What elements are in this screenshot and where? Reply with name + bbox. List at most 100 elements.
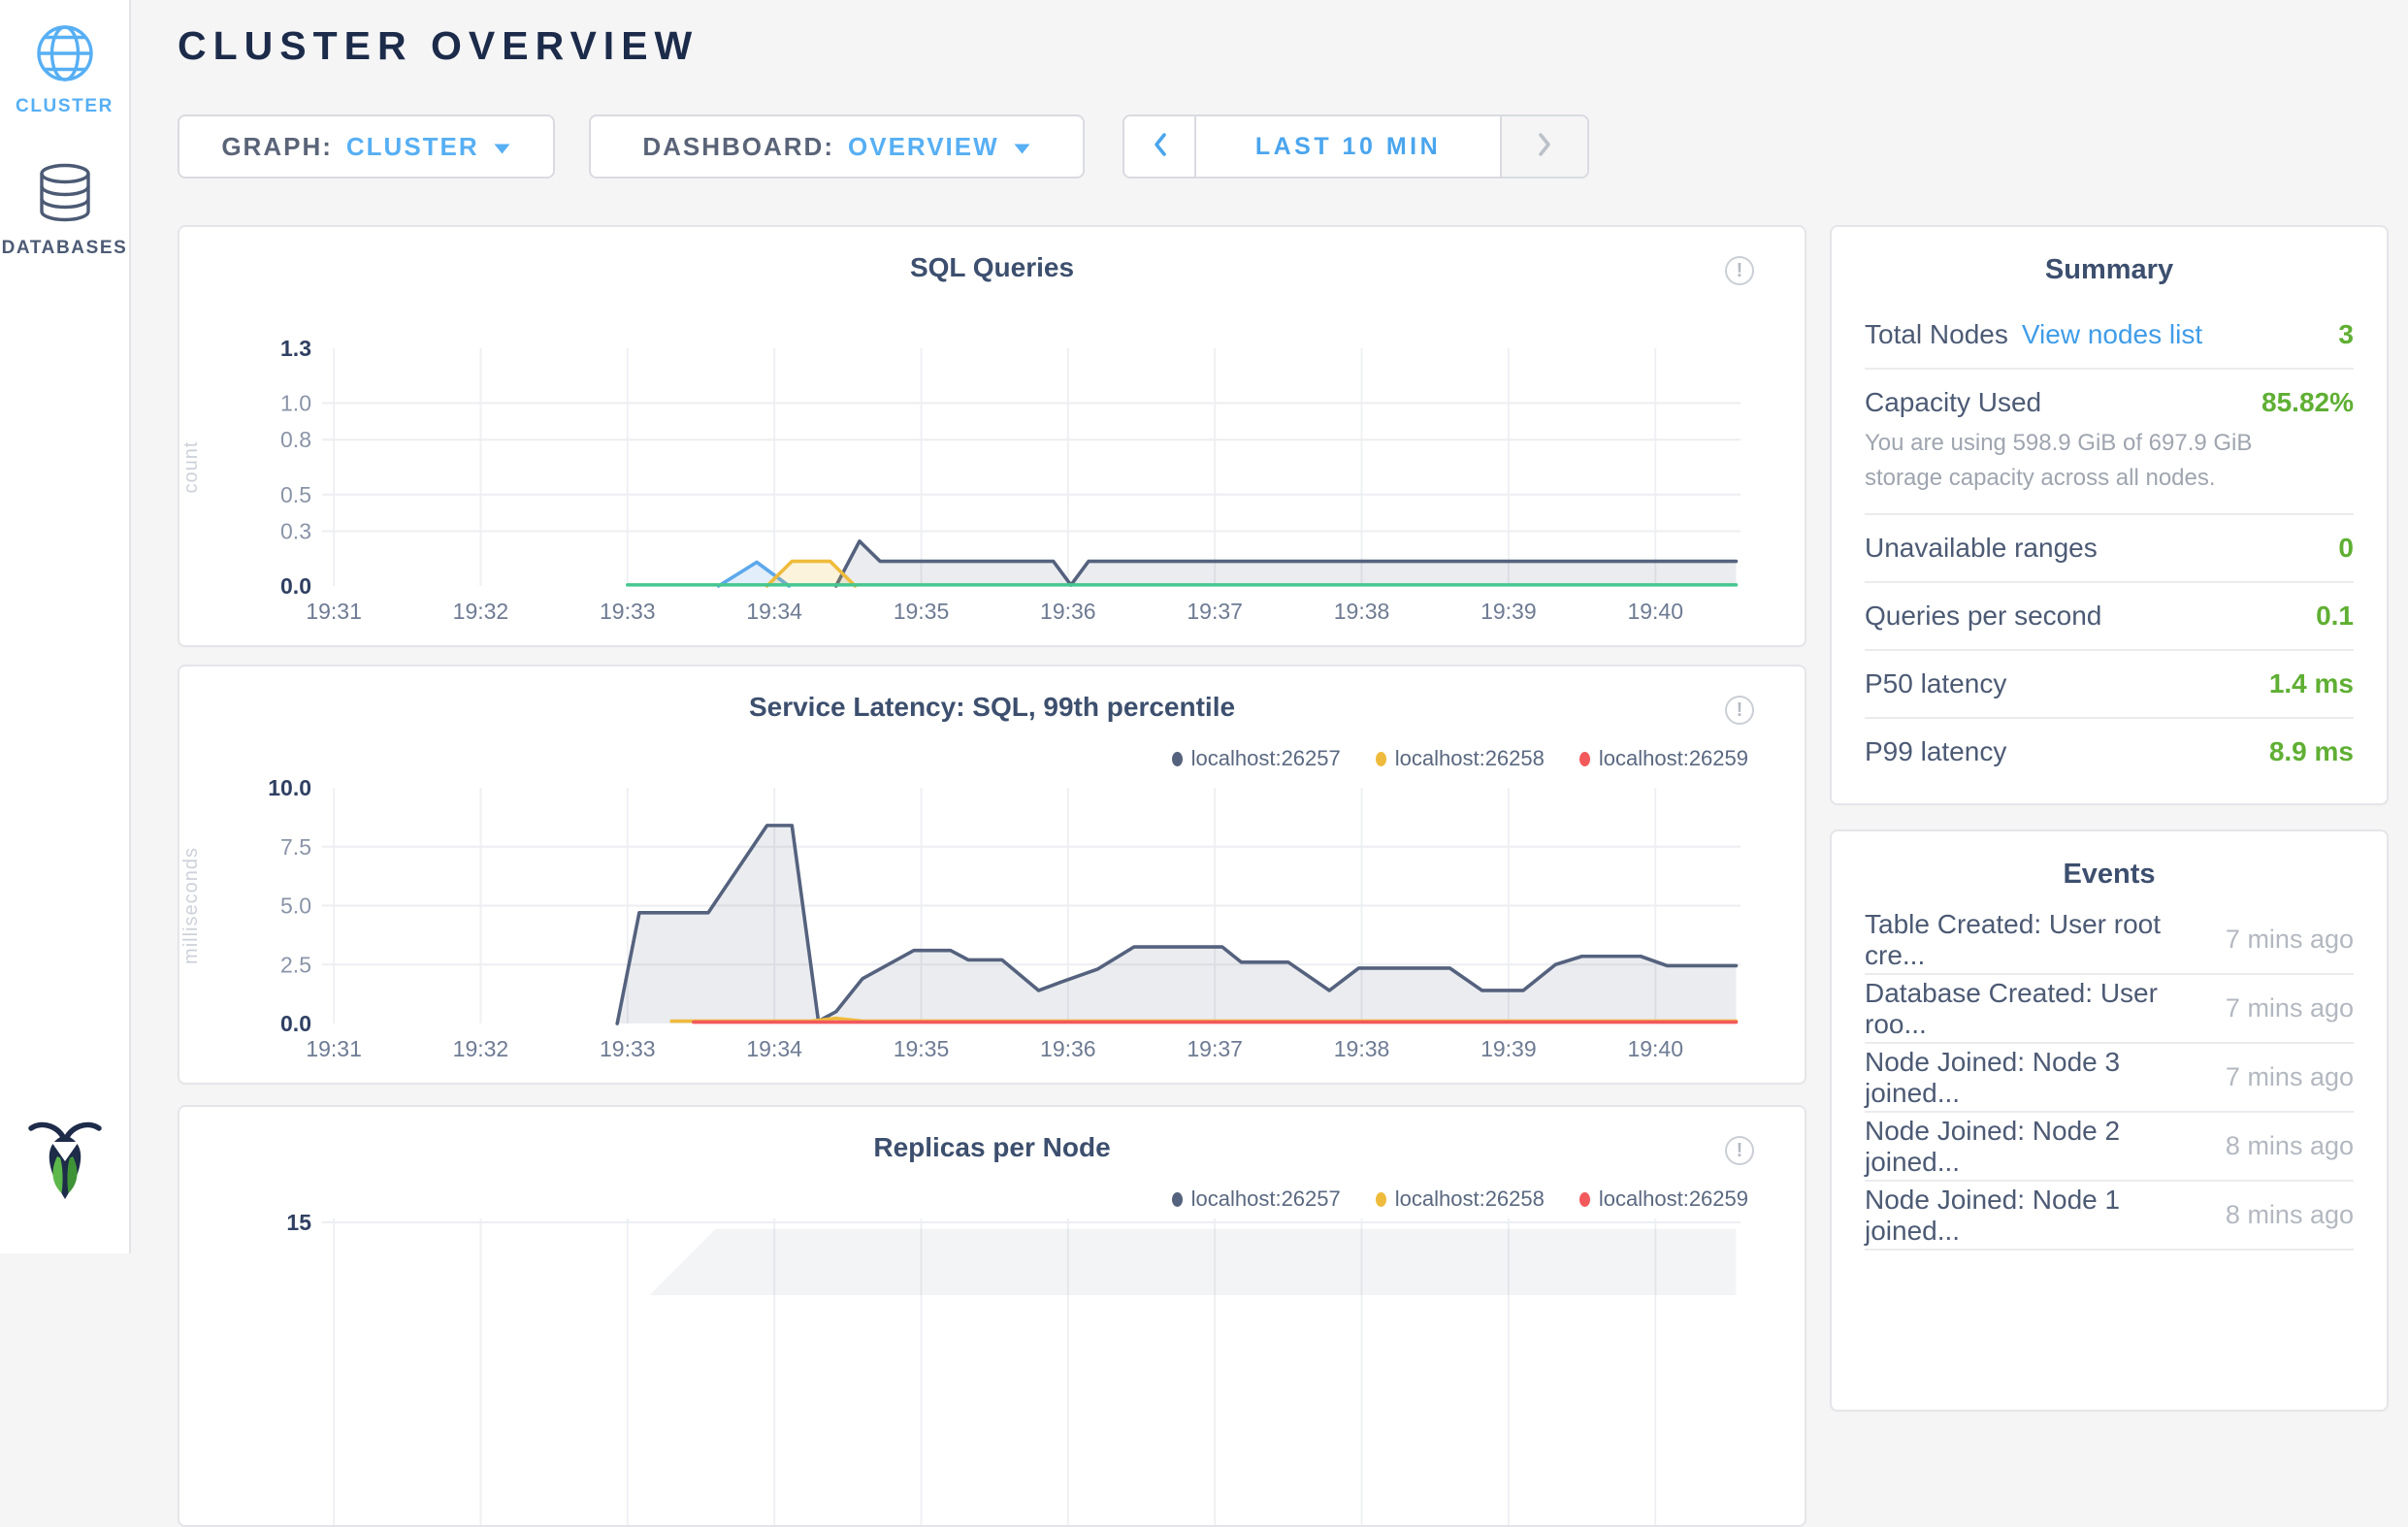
summary-row-label: Queries per second <box>1865 601 2101 632</box>
svg-text:milliseconds: milliseconds <box>180 847 202 964</box>
database-icon <box>37 163 93 230</box>
svg-text:15: 15 <box>286 1210 311 1235</box>
replicas-per-node-chart-card: Replicas per Node ! localhost:26257local… <box>178 1105 1806 1527</box>
summary-row: P99 latency 8.9 ms <box>1865 719 2354 785</box>
event-time: 7 mins ago <box>2210 993 2354 1023</box>
summary-row-value: 3 <box>2338 319 2354 350</box>
dashboard-dropdown-value: OVERVIEW <box>848 132 999 162</box>
event-time: 8 mins ago <box>2210 1200 2354 1230</box>
svg-text:19:33: 19:33 <box>600 1036 656 1061</box>
time-prev-button[interactable] <box>1124 116 1196 177</box>
summary-row-description: You are using 598.9 GiB of 697.9 GiB sto… <box>1865 426 2321 496</box>
summary-row: Unavailable ranges 0 <box>1865 515 2354 583</box>
summary-row: Queries per second 0.1 <box>1865 583 2354 651</box>
summary-row: Total NodesView nodes list3 <box>1865 302 2354 370</box>
replicas-per-node-plot[interactable]: 19:3119:3219:3319:3419:3519:3619:3719:38… <box>179 1107 1805 1525</box>
summary-row-label: Unavailable ranges <box>1865 533 2098 564</box>
summary-row-label: P99 latency <box>1865 736 2006 767</box>
svg-text:19:36: 19:36 <box>1040 1036 1096 1061</box>
summary-row-label: Capacity Used <box>1865 387 2041 418</box>
svg-text:2.5: 2.5 <box>280 952 311 977</box>
svg-text:19:35: 19:35 <box>894 599 950 624</box>
cockroachdb-logo-icon <box>27 1116 103 1203</box>
sidebar-item-label: CLUSTER <box>0 96 129 117</box>
summary-row-value: 0.1 <box>2316 601 2354 632</box>
svg-text:19:36: 19:36 <box>1040 599 1096 624</box>
svg-text:0.3: 0.3 <box>280 518 311 543</box>
svg-text:19:40: 19:40 <box>1627 599 1683 624</box>
event-title: Table Created: User root cre... <box>1865 909 2210 971</box>
summary-row-value: 8.9 ms <box>2269 736 2354 767</box>
event-row: Node Joined: Node 2 joined...8 mins ago <box>1865 1113 2354 1182</box>
event-title: Node Joined: Node 3 joined... <box>1865 1047 2210 1109</box>
events-panel: Events Table Created: User root cre...7 … <box>1830 829 2389 1412</box>
globe-icon <box>35 23 95 88</box>
summary-row-value: 0 <box>2338 533 2354 564</box>
svg-text:19:31: 19:31 <box>306 599 362 624</box>
svg-text:19:32: 19:32 <box>453 599 509 624</box>
event-title: Node Joined: Node 2 joined... <box>1865 1116 2210 1178</box>
chevron-down-icon <box>1013 132 1031 162</box>
summary-rows: Total NodesView nodes list3Capacity Used… <box>1865 302 2354 785</box>
svg-text:1.3: 1.3 <box>280 336 311 361</box>
sidebar-item-label: DATABASES <box>0 238 129 259</box>
svg-text:1.0: 1.0 <box>280 391 311 416</box>
event-time: 8 mins ago <box>2210 1131 2354 1161</box>
summary-row-value: 1.4 ms <box>2269 668 2354 699</box>
svg-text:0.0: 0.0 <box>280 573 311 599</box>
sidebar-item-cluster[interactable]: CLUSTER <box>0 23 129 117</box>
svg-text:19:35: 19:35 <box>894 1036 950 1061</box>
dashboard-dropdown[interactable]: DASHBOARD: OVERVIEW <box>589 114 1085 179</box>
service-latency-chart-card: Service Latency: SQL, 99th percentile ! … <box>178 665 1806 1085</box>
summary-row-value: 85.82% <box>2262 387 2354 418</box>
summary-row: P50 latency 1.4 ms <box>1865 651 2354 719</box>
dashboard-dropdown-label: DASHBOARD: <box>642 132 834 162</box>
summary-row: Capacity Used 85.82% You are using 598.9 G… <box>1865 370 2354 515</box>
chevron-down-icon <box>493 132 511 162</box>
event-row: Table Created: User root cre...7 mins ag… <box>1865 906 2354 975</box>
svg-text:count: count <box>180 441 202 494</box>
event-row: Node Joined: Node 3 joined...7 mins ago <box>1865 1044 2354 1113</box>
sql-queries-plot[interactable]: 19:31 19:32 19:33 19:34 19:35 19:36 19:37 19:38… <box>179 227 1805 645</box>
svg-text:19:37: 19:37 <box>1187 599 1243 624</box>
graph-dropdown[interactable]: GRAPH: CLUSTER <box>178 114 555 179</box>
svg-text:19:34: 19:34 <box>746 599 802 624</box>
time-range-button[interactable]: LAST 10 MIN <box>1196 116 1500 177</box>
event-time: 7 mins ago <box>2210 1062 2354 1092</box>
svg-text:19:38: 19:38 <box>1334 1036 1390 1061</box>
page-title: CLUSTER OVERVIEW <box>178 23 699 69</box>
svg-text:19:39: 19:39 <box>1481 599 1537 624</box>
svg-text:10.0: 10.0 <box>268 775 311 800</box>
chevron-right-icon <box>1538 132 1552 162</box>
svg-text:19:32: 19:32 <box>453 1036 509 1061</box>
sidebar-item-databases[interactable]: DATABASES <box>0 163 129 259</box>
service-latency-plot[interactable]: 19:3119:3219:3319:3419:3519:3619:3719:38… <box>179 666 1805 1083</box>
summary-panel: Summary Total NodesView nodes list3Capac… <box>1830 225 2389 805</box>
graph-dropdown-label: GRAPH: <box>221 132 333 162</box>
event-title: Node Joined: Node 1 joined... <box>1865 1185 2210 1247</box>
svg-text:19:37: 19:37 <box>1187 1036 1243 1061</box>
event-row: Node Joined: Node 1 joined...8 mins ago <box>1865 1182 2354 1251</box>
events-rows: Table Created: User root cre...7 mins ag… <box>1865 906 2354 1251</box>
svg-text:19:33: 19:33 <box>600 599 656 624</box>
sidebar: CLUSTER DATABASES <box>0 0 131 1253</box>
events-title: Events <box>1865 859 2354 891</box>
svg-text:0.0: 0.0 <box>280 1011 311 1036</box>
event-time: 7 mins ago <box>2210 925 2354 955</box>
chevron-left-icon <box>1153 132 1167 162</box>
graph-dropdown-value: CLUSTER <box>346 132 479 162</box>
event-row: Database Created: User roo...7 mins ago <box>1865 975 2354 1044</box>
svg-text:0.5: 0.5 <box>280 482 311 507</box>
svg-text:0.8: 0.8 <box>280 427 311 452</box>
summary-row-label: P50 latency <box>1865 668 2006 699</box>
svg-text:19:39: 19:39 <box>1481 1036 1537 1061</box>
summary-title: Summary <box>1865 254 2354 286</box>
time-range-selector: LAST 10 MIN <box>1123 114 1589 179</box>
event-title: Database Created: User roo... <box>1865 978 2210 1040</box>
svg-text:19:40: 19:40 <box>1627 1036 1683 1061</box>
svg-text:7.5: 7.5 <box>280 834 311 860</box>
view-nodes-list-link[interactable]: View nodes list <box>2022 319 2202 350</box>
svg-text:19:38: 19:38 <box>1334 599 1390 624</box>
time-next-button[interactable] <box>1500 116 1587 177</box>
svg-text:5.0: 5.0 <box>280 893 311 919</box>
